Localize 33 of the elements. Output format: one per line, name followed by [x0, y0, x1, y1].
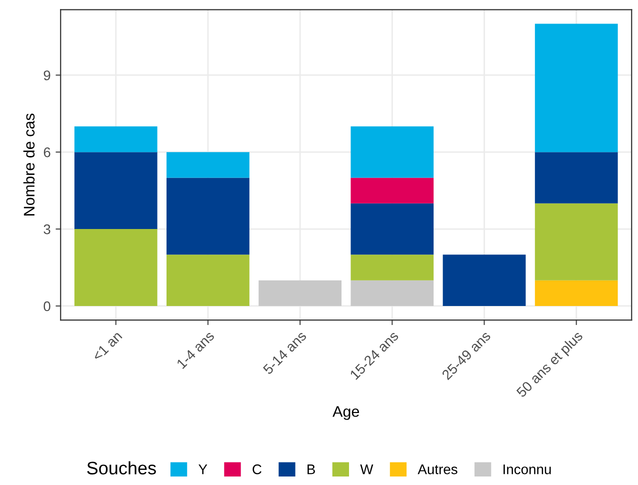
bar: [534, 24, 618, 152]
x-tick-label: 50 ans et plus: [516, 330, 586, 400]
bar: [534, 203, 618, 280]
bar: [74, 126, 158, 152]
bar: [350, 254, 434, 280]
legend-label: B: [308, 464, 315, 474]
y-axis-title: Nombre de cas: [23, 114, 35, 216]
y-tick-label: 0: [44, 301, 50, 312]
legend-title: Souches: [87, 461, 156, 474]
bar: [166, 178, 250, 255]
bar: [74, 152, 158, 230]
x-tick-label: <1 an: [92, 330, 122, 362]
legend-label: W: [360, 464, 374, 474]
bar: [534, 152, 618, 204]
bar: [166, 254, 250, 306]
legend-label: Inconnu: [504, 464, 551, 474]
y-tick-label: 6: [44, 147, 50, 158]
y-tick-label: 3: [44, 224, 50, 234]
bar: [350, 280, 434, 306]
bar: [350, 203, 434, 255]
legend-label: Y: [198, 464, 208, 474]
bar: [534, 280, 618, 306]
bar: [166, 152, 250, 178]
bar: [350, 126, 434, 178]
bar: [74, 229, 158, 306]
legend-label: C: [252, 464, 262, 474]
x-axis-title: Age: [332, 406, 360, 420]
y-tick-label: 9: [44, 70, 50, 80]
x-tick-label: 1-4 ans: [176, 330, 215, 370]
legend-label: Autres: [418, 464, 458, 474]
bar: [258, 280, 342, 306]
bar: [442, 254, 526, 306]
bar: [350, 178, 434, 204]
